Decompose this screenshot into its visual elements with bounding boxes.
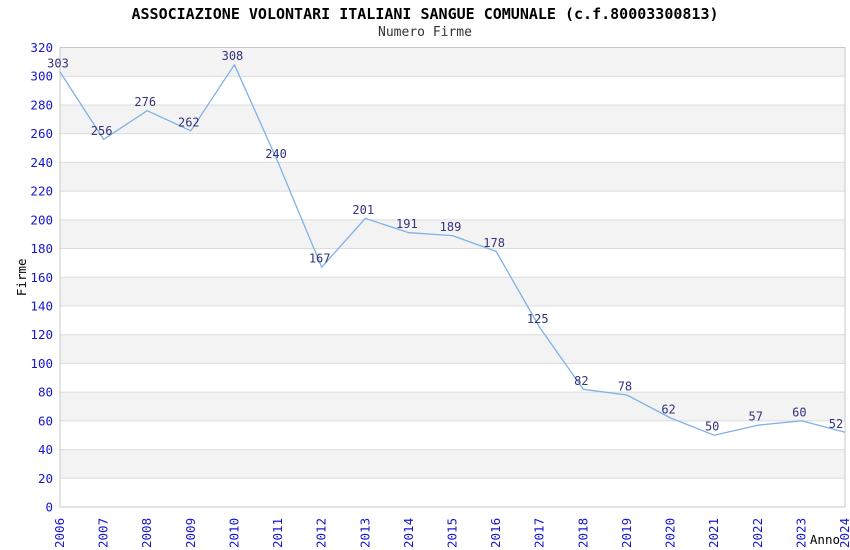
y-tick-label: 140 xyxy=(30,298,53,313)
plot-band xyxy=(60,334,845,364)
y-tick-label: 180 xyxy=(30,241,53,256)
y-tick-label: 80 xyxy=(38,385,53,400)
data-point-label: 50 xyxy=(705,420,719,434)
x-tick-label: 2013 xyxy=(357,518,372,548)
plot-band xyxy=(60,47,845,77)
x-tick-label: 2015 xyxy=(445,518,460,548)
data-point-label: 60 xyxy=(792,405,806,419)
y-tick-label: 160 xyxy=(30,270,53,285)
data-point-label: 82 xyxy=(574,374,588,388)
y-axis-title: Firme xyxy=(14,258,29,296)
plot-frame xyxy=(59,47,846,508)
plot-band xyxy=(60,104,845,134)
x-tick-label: 2017 xyxy=(532,518,547,548)
x-tick-label: 2022 xyxy=(750,518,765,548)
data-point-label: 52 xyxy=(829,417,843,431)
x-tick-label: 2023 xyxy=(793,518,808,548)
data-point-label: 276 xyxy=(134,95,156,109)
x-tick-label: 2011 xyxy=(270,518,285,548)
y-tick-label: 60 xyxy=(38,413,53,428)
data-point-label: 78 xyxy=(618,379,632,393)
data-point-label: 262 xyxy=(178,115,200,129)
data-point-label: 167 xyxy=(309,252,331,266)
data-point-label: 57 xyxy=(749,410,763,424)
plot-band xyxy=(60,449,845,479)
x-tick-label: 2014 xyxy=(401,518,416,548)
x-tick-label: 2021 xyxy=(706,518,721,548)
data-point-label: 189 xyxy=(440,220,462,234)
x-tick-label: 2008 xyxy=(139,518,154,548)
plot-band xyxy=(60,219,845,249)
y-tick-label: 0 xyxy=(45,500,53,515)
x-tick-label: 2007 xyxy=(96,518,111,548)
x-tick-label: 2018 xyxy=(575,518,590,548)
plot-band xyxy=(60,392,845,421)
x-tick-label: 2010 xyxy=(226,518,241,548)
x-axis-title: Anno xyxy=(810,532,840,547)
y-tick-label: 100 xyxy=(30,356,53,371)
x-tick-label: 2006 xyxy=(52,518,67,548)
y-tick-label: 320 xyxy=(30,40,53,55)
data-point-label: 303 xyxy=(47,56,69,70)
data-point-label: 191 xyxy=(396,217,418,231)
data-point-label: 308 xyxy=(222,49,244,63)
chart-title: ASSOCIAZIONE VOLONTARI ITALIANI SANGUE C… xyxy=(131,5,719,23)
x-tick-label: 2020 xyxy=(663,518,678,548)
data-point-label: 62 xyxy=(661,402,675,416)
data-point-label: 256 xyxy=(91,124,113,138)
x-tick-label: 2012 xyxy=(314,518,329,548)
data-point-label: 201 xyxy=(352,203,374,217)
plot-band xyxy=(60,162,845,192)
plot-band xyxy=(60,277,845,306)
y-tick-label: 120 xyxy=(30,327,53,342)
x-tick-label: 2009 xyxy=(183,518,198,548)
y-tick-label: 260 xyxy=(30,126,53,141)
y-tick-label: 20 xyxy=(38,471,53,486)
chart-subtitle: Numero Firme xyxy=(378,25,472,40)
data-point-label: 125 xyxy=(527,312,549,326)
data-point-label: 240 xyxy=(265,147,287,161)
y-tick-label: 240 xyxy=(30,155,53,170)
x-tick-label: 2024 xyxy=(837,518,850,548)
y-tick-label: 220 xyxy=(30,184,53,199)
data-point-label: 178 xyxy=(483,236,505,250)
y-tick-label: 300 xyxy=(30,69,53,84)
data-line xyxy=(59,64,846,436)
y-tick-label: 40 xyxy=(38,442,53,457)
y-tick-label: 280 xyxy=(30,97,53,112)
x-tick-label: 2016 xyxy=(488,518,503,548)
x-tick-label: 2019 xyxy=(619,518,634,548)
y-tick-label: 200 xyxy=(30,212,53,227)
